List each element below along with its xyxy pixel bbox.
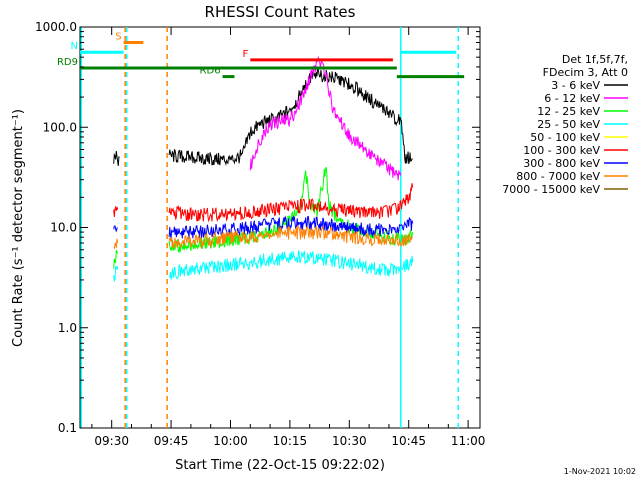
annotation-label: F <box>243 49 249 60</box>
series-line <box>113 238 119 250</box>
series-line <box>168 224 413 250</box>
annotation-label: S <box>115 32 121 43</box>
legend-entry-label: 3 - 6 keV <box>551 79 600 92</box>
y-axis: 0.1 1.0 10.0 100.0 1000.0 <box>35 20 480 435</box>
y-tick-label: 1000.0 <box>35 20 77 34</box>
legend-entry-label: 6 - 12 keV <box>544 92 600 105</box>
series-line <box>168 215 414 239</box>
x-tick-label: 10:00 <box>213 434 248 448</box>
series-line <box>168 183 414 223</box>
annotation-label: N <box>71 41 78 52</box>
legend-entry-label: 7000 - 15000 keV <box>502 183 600 196</box>
chart-title: RHESSI Count Rates <box>205 3 356 21</box>
legend-header: FDecim 3, Att 0 <box>543 66 628 79</box>
series-line <box>113 225 118 232</box>
series-line <box>113 205 119 217</box>
marker-lines <box>80 27 459 428</box>
series-line <box>168 249 414 280</box>
legend-entry-label: 25 - 50 keV <box>537 118 600 131</box>
series-line <box>249 55 402 181</box>
legend-entry-label: 12 - 25 keV <box>537 105 600 118</box>
series-line <box>113 265 119 283</box>
y-tick-label: 1.0 <box>58 321 77 335</box>
y-tick-label: 100.0 <box>43 120 77 134</box>
legend-header: Det 1f,5f,7f, <box>562 53 628 66</box>
legend-entry-label: 100 - 300 keV <box>523 144 600 157</box>
x-tick-label: 09:30 <box>94 434 129 448</box>
y-tick-label: 0.1 <box>58 421 77 435</box>
x-tick-label: 10:30 <box>332 434 367 448</box>
x-axis-label: Start Time (22-Oct-15 09:22:02) <box>175 458 385 473</box>
annotation-label: RD9 <box>57 57 78 68</box>
annotation-bars: S N F RD9 RD6 <box>57 32 465 79</box>
x-tick-label: 10:45 <box>391 434 426 448</box>
x-tick-label: 11:00 <box>451 434 486 448</box>
y-axis-label: Count Rate (s⁻¹ detector segment⁻¹) <box>11 109 26 347</box>
annotation-label: RD6 <box>200 66 221 77</box>
legend-entry-label: 300 - 800 keV <box>523 157 600 170</box>
series-layer <box>113 55 414 283</box>
series-line <box>113 150 120 166</box>
x-tick-label: 09:45 <box>154 434 189 448</box>
legend-entry-label: 800 - 7000 keV <box>516 170 600 183</box>
footer-timestamp: 1-Nov-2021 10:02 <box>564 467 636 476</box>
x-axis: 09:30 09:45 10:00 10:15 10:30 10:45 11:00 <box>91 27 486 448</box>
series-line <box>168 166 414 254</box>
series-line <box>113 249 119 269</box>
series-line <box>168 66 413 166</box>
x-tick-label: 10:15 <box>273 434 308 448</box>
y-tick-label: 10.0 <box>50 221 77 235</box>
legend-entry-label: 50 - 100 keV <box>530 131 600 144</box>
